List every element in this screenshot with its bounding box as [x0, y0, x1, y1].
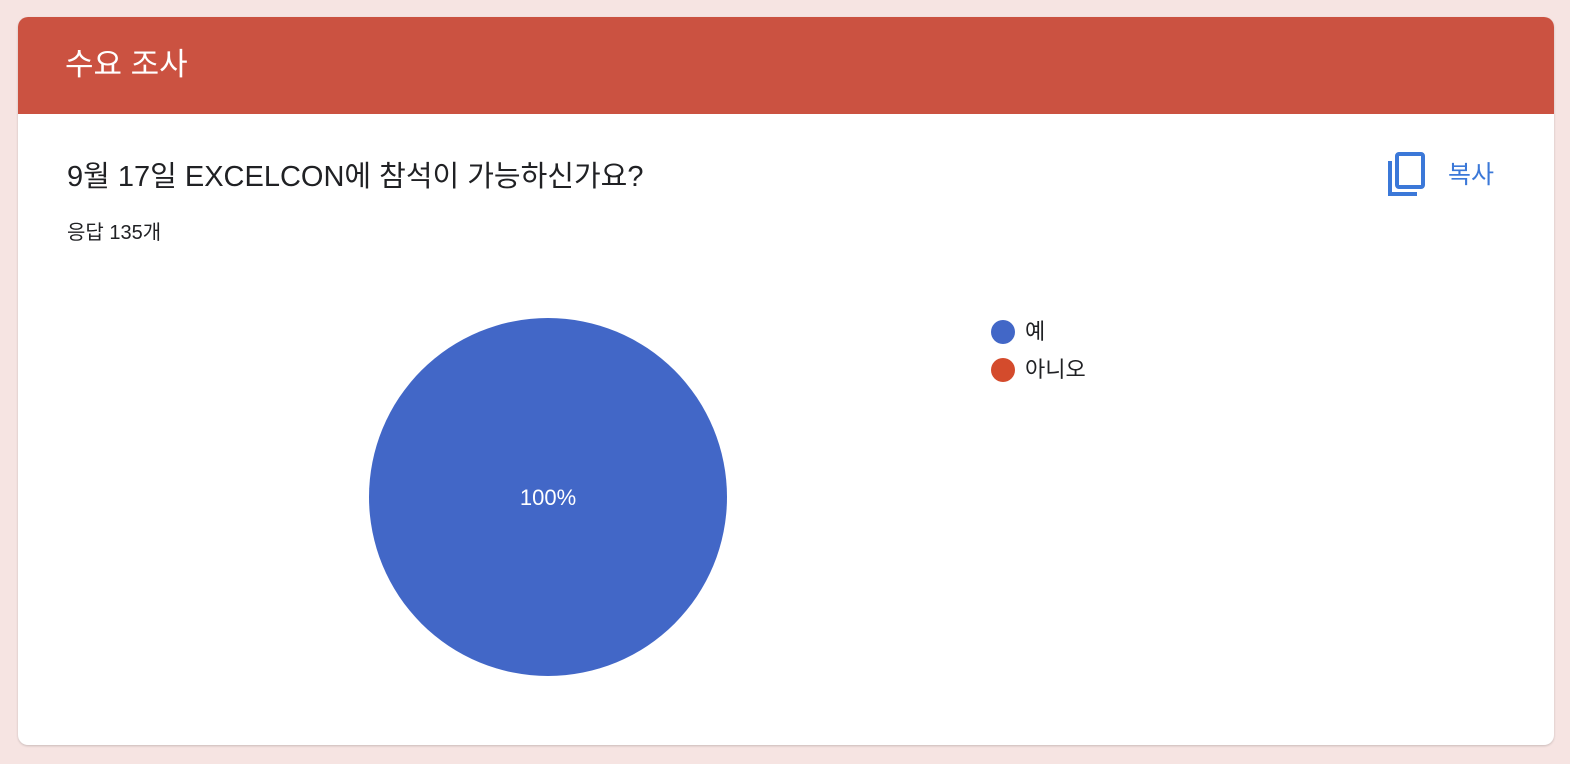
legend-label-1: 아니오 — [1025, 357, 1086, 382]
legend-swatch-0 — [991, 320, 1015, 344]
pie-data-label-0: 100% — [520, 485, 576, 510]
card-header: 수요 조사 — [18, 17, 1554, 114]
legend-label-0: 예 — [1025, 319, 1046, 344]
legend-item-1: 아니오 — [991, 351, 1086, 389]
section-title: 수요 조사 — [65, 47, 188, 82]
legend-item-0: 예 — [991, 313, 1086, 351]
pie-slice-0 — [369, 318, 727, 676]
copy-label: 복사 — [1448, 161, 1495, 189]
copy-icon — [1388, 152, 1425, 196]
summary-card: 수요 조사 9월 17일 EXCELCON에 참석이 가능하신가요? 응답 13… — [18, 17, 1554, 745]
legend-swatch-1 — [991, 358, 1015, 382]
question-title: 9월 17일 EXCELCON에 참석이 가능하신가요? — [67, 161, 644, 193]
copy-button[interactable]: 복사 — [1386, 150, 1494, 200]
response-count: 응답 135개 — [67, 222, 162, 244]
pie-chart: 100% — [369, 318, 727, 676]
